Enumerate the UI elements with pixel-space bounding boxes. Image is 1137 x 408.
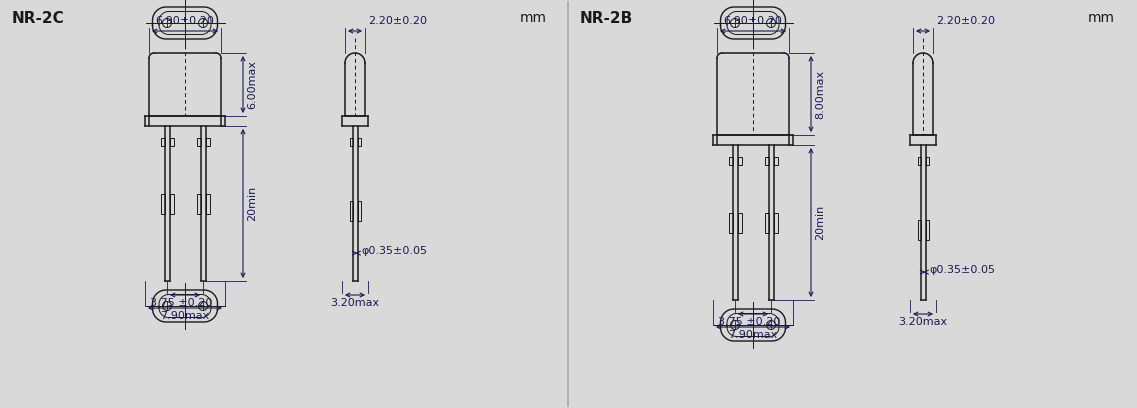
Text: 3.20max: 3.20max <box>331 298 380 308</box>
Bar <box>357 137 360 146</box>
Text: mm: mm <box>520 11 547 25</box>
Text: 6.00max: 6.00max <box>247 60 257 109</box>
Text: 3.20max: 3.20max <box>898 317 947 327</box>
Text: 20min: 20min <box>247 186 257 221</box>
Bar <box>169 137 174 146</box>
Bar <box>918 157 921 164</box>
Bar <box>349 137 352 146</box>
Text: 20min: 20min <box>815 205 825 240</box>
Bar <box>206 137 209 146</box>
Text: 6.90±0.20: 6.90±0.20 <box>156 16 215 26</box>
Text: φ0.35±0.05: φ0.35±0.05 <box>362 246 428 256</box>
Text: 6.90±0.20: 6.90±0.20 <box>723 16 782 26</box>
Text: 3.75 ±0.20: 3.75 ±0.20 <box>150 298 213 308</box>
Bar <box>764 213 769 233</box>
Bar <box>738 157 741 164</box>
Text: 2.20±0.20: 2.20±0.20 <box>368 16 428 26</box>
Text: NR-2B: NR-2B <box>580 11 633 26</box>
Bar <box>206 193 209 213</box>
Bar <box>926 220 929 240</box>
Bar <box>160 137 165 146</box>
Bar <box>197 193 200 213</box>
Bar <box>160 193 165 213</box>
Bar <box>738 213 741 233</box>
Text: 8.00max: 8.00max <box>815 69 825 119</box>
Text: 3.75 ±0.20: 3.75 ±0.20 <box>717 317 780 327</box>
Bar <box>169 193 174 213</box>
Bar <box>197 137 200 146</box>
Text: φ0.35±0.05: φ0.35±0.05 <box>930 265 996 275</box>
Bar <box>773 213 778 233</box>
Bar <box>729 213 732 233</box>
Text: 2.20±0.20: 2.20±0.20 <box>936 16 995 26</box>
Text: 7.90max: 7.90max <box>729 330 778 340</box>
Text: NR-2C: NR-2C <box>13 11 65 26</box>
Text: 7.90max: 7.90max <box>160 311 209 321</box>
Text: mm: mm <box>1088 11 1115 25</box>
Bar <box>918 220 921 240</box>
Bar <box>773 157 778 164</box>
Bar <box>349 201 352 221</box>
Bar <box>357 201 360 221</box>
Bar <box>926 157 929 164</box>
Bar <box>729 157 732 164</box>
Bar <box>764 157 769 164</box>
